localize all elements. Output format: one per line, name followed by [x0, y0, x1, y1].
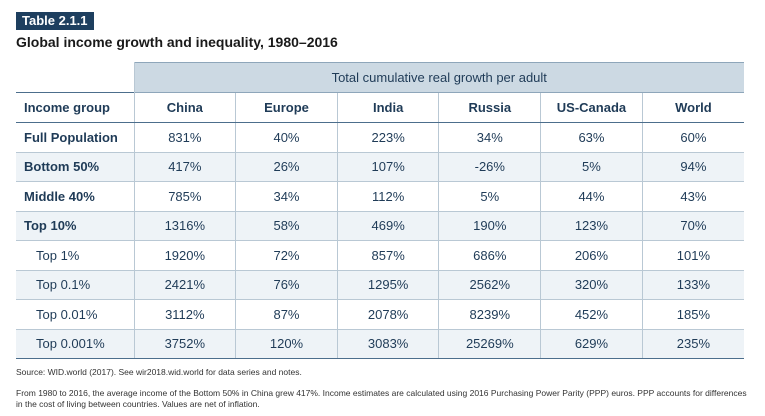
column-header: World — [642, 92, 744, 123]
table-cell: 34% — [438, 122, 542, 153]
group-header: Total cumulative real growth per adult — [134, 62, 744, 93]
table-cell: 76% — [235, 270, 338, 300]
income-growth-table: Total cumulative real growth per adult I… — [16, 62, 744, 359]
table-cell: 25269% — [438, 329, 542, 359]
table-cell: 686% — [438, 240, 542, 271]
table-cell: 63% — [540, 122, 643, 153]
table-cell: 8239% — [438, 299, 542, 330]
table-cell: 417% — [134, 152, 237, 182]
table-cell: 1295% — [337, 270, 440, 300]
table-cell: 320% — [540, 270, 643, 300]
source-note: Source: WID.world (2017). See wir2018.wi… — [16, 367, 302, 377]
row-label: Top 0.001% — [16, 329, 135, 359]
table-row: Full Population 831% 40% 223% 34% 63% 60% — [16, 122, 744, 153]
table-cell: 26% — [235, 152, 338, 182]
table-number-badge: Table 2.1.1 — [16, 12, 94, 30]
column-header: Europe — [235, 92, 338, 123]
table-row: Top 1% 1920% 72% 857% 686% 206% 101% — [16, 240, 744, 271]
group-header-blank — [16, 62, 135, 93]
table-row: Top 0.001% 3752% 120% 3083% 25269% 629% 235% — [16, 329, 744, 359]
column-header-row: Income group China Europe India Russia U… — [16, 92, 744, 123]
column-header: Income group — [16, 92, 135, 123]
row-label: Top 0.1% — [16, 270, 135, 300]
table-cell: 2562% — [438, 270, 542, 300]
table-row: Top 10% 1316% 58% 469% 190% 123% 70% — [16, 211, 744, 241]
table-cell: 223% — [337, 122, 440, 153]
table-cell: 452% — [540, 299, 643, 330]
row-label: Top 10% — [16, 211, 135, 241]
table-title: Global income growth and inequality, 198… — [16, 34, 338, 50]
table-cell: 2421% — [134, 270, 237, 300]
table-cell: 101% — [642, 240, 744, 271]
table-cell: 107% — [337, 152, 440, 182]
table-cell: 3752% — [134, 329, 237, 359]
table-cell: 87% — [235, 299, 338, 330]
table-cell: 70% — [642, 211, 744, 241]
table-body: Full Population 831% 40% 223% 34% 63% 60% Botto… — [16, 122, 744, 359]
table-cell: 2078% — [337, 299, 440, 330]
column-header: Russia — [438, 92, 542, 123]
column-header: US-Canada — [540, 92, 643, 123]
table-cell: 112% — [337, 181, 440, 212]
row-label: Top 0.01% — [16, 299, 135, 330]
table-cell: 831% — [134, 122, 237, 153]
table-row: Bottom 50% 417% 26% 107% -26% 5% 94% — [16, 152, 744, 182]
table-cell: 72% — [235, 240, 338, 271]
table-row: Top 0.01% 3112% 87% 2078% 8239% 452% 185% — [16, 299, 744, 330]
table-cell: 785% — [134, 181, 237, 212]
table-cell: 3112% — [134, 299, 237, 330]
row-label: Full Population — [16, 122, 135, 153]
table-row: Top 0.1% 2421% 76% 1295% 2562% 320% 133% — [16, 270, 744, 300]
table-cell: 123% — [540, 211, 643, 241]
row-label: Bottom 50% — [16, 152, 135, 182]
table-cell: 94% — [642, 152, 744, 182]
table-cell: 43% — [642, 181, 744, 212]
table-cell: 60% — [642, 122, 744, 153]
table-cell: 3083% — [337, 329, 440, 359]
column-header: China — [134, 92, 237, 123]
table-row: Middle 40% 785% 34% 112% 5% 44% 43% — [16, 181, 744, 212]
table-cell: 185% — [642, 299, 744, 330]
table-cell: 469% — [337, 211, 440, 241]
table-cell: 133% — [642, 270, 744, 300]
table-cell: 40% — [235, 122, 338, 153]
table-cell: 5% — [438, 181, 542, 212]
table-cell: 235% — [642, 329, 744, 359]
table-cell: 5% — [540, 152, 643, 182]
table-cell: 34% — [235, 181, 338, 212]
table-cell: 44% — [540, 181, 643, 212]
row-label: Top 1% — [16, 240, 135, 271]
row-label: Middle 40% — [16, 181, 135, 212]
table-cell: 120% — [235, 329, 338, 359]
table-cell: 58% — [235, 211, 338, 241]
table-cell: 857% — [337, 240, 440, 271]
column-header: India — [337, 92, 440, 123]
table-cell: 629% — [540, 329, 643, 359]
footnote: From 1980 to 2016, the average income of… — [16, 388, 747, 409]
table-cell: 1920% — [134, 240, 237, 271]
table-cell: -26% — [438, 152, 542, 182]
table-cell: 190% — [438, 211, 542, 241]
table-cell: 1316% — [134, 211, 237, 241]
table-cell: 206% — [540, 240, 643, 271]
